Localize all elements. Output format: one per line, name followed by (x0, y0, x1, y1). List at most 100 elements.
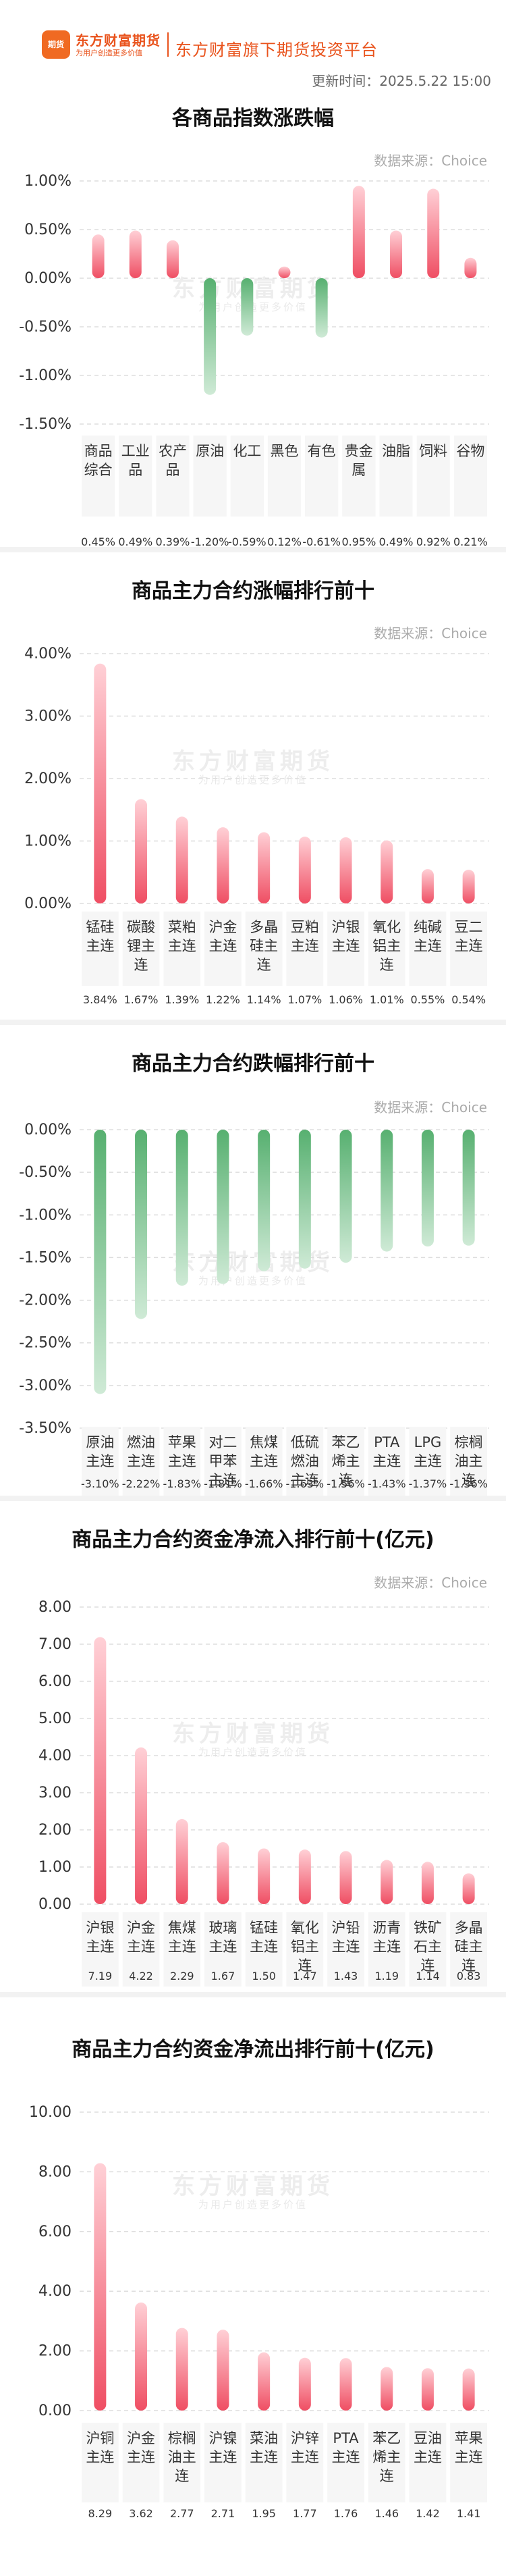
category-label: 农产品 (159, 443, 187, 478)
category-panel (230, 436, 264, 517)
category-label: 苯乙烯主连 (332, 1434, 360, 1488)
bar-原油 (204, 278, 217, 395)
value-label: 2.71 (211, 2507, 235, 2520)
category-panel (286, 912, 324, 986)
y-tick-label: 6.00 (38, 2224, 72, 2240)
bar-锰硅主连 (94, 663, 107, 903)
chart-5-title: 商品主力合约资金净流出排行前十(亿元) (72, 2038, 434, 2061)
bar-菜油主连 (258, 2352, 271, 2411)
category-label: 低硫燃油主连 (291, 1434, 319, 1488)
bar-LPG主连 (421, 1130, 434, 1247)
category-panel (409, 1427, 447, 1501)
bar-豆粕主连 (298, 837, 311, 903)
category-panel (286, 2423, 324, 2502)
bar-沪镍主连 (217, 2330, 229, 2411)
bar-碳酸锂主连 (135, 799, 148, 903)
category-panel (163, 1912, 201, 1987)
chart-4: 8.00 7.00 6.00 5.00 4.00 3.00 2.00 1.00 0.00 沪银主连… (38, 1599, 489, 1987)
category-panel (122, 912, 160, 986)
section-separator (0, 1496, 506, 1501)
category-label: 贵金属 (345, 443, 373, 478)
value-label: 1.46 (374, 2507, 399, 2520)
category-label: 菜油主连 (250, 2430, 278, 2465)
bar-苯乙烯主连 (339, 1130, 352, 1263)
value-label: 1.67 (211, 1970, 235, 1982)
bar-有色 (315, 278, 328, 338)
watermark-logo: 东方财富期货 (172, 1720, 334, 1747)
value-label: 1.67% (124, 993, 159, 1006)
category-label: 有色 (308, 443, 336, 459)
category-label: 沪金主连 (127, 2430, 155, 2465)
bar-贵金属 (352, 186, 365, 278)
logo-badge: 期货 (42, 30, 70, 59)
category-panel (122, 2423, 160, 2502)
bar-棕榈油主连 (462, 1130, 475, 1246)
value-label: -0.59% (228, 535, 266, 548)
category-panel (327, 2423, 364, 2502)
category-label: 玻璃主连 (208, 1920, 237, 1955)
category-label: 碳酸锂主连 (127, 919, 155, 973)
bar-沪锌主连 (298, 2357, 311, 2411)
category-panel (409, 1912, 447, 1987)
value-label: 1.14% (247, 993, 281, 1006)
category-panel (156, 436, 190, 517)
bar-氧化铝主连 (381, 840, 393, 903)
category-panel (163, 912, 201, 986)
value-label: -1.83% (163, 1477, 201, 1490)
y-tick-label: -2.50% (19, 1335, 72, 1352)
y-tick-label: 8.00 (38, 2163, 72, 2180)
bar-油脂 (390, 230, 403, 278)
section-separator (0, 1992, 506, 1997)
value-label: 1.06% (329, 993, 363, 1006)
category-panel (450, 2423, 487, 2502)
category-panel (409, 912, 447, 986)
category-label: PTA 主连 (372, 1434, 401, 1469)
chart-2: 4.00% 3.00% 2.00% 1.00% 0.00% 锰硅主连 3.84% 碳酸锂主连 1… (24, 646, 489, 1006)
value-label: 0.49% (118, 535, 152, 548)
bar-沪铅主连 (339, 1851, 352, 1904)
category-label: 锰硅主连 (250, 1920, 278, 1955)
y-tick-label: 0.00 (38, 2402, 72, 2419)
y-tick-label: -1.00% (19, 1207, 72, 1224)
value-label: -1.81% (204, 1477, 242, 1490)
y-tick-label: -2.00% (19, 1292, 72, 1309)
value-label: 1.07% (287, 993, 322, 1006)
y-tick-label: 0.00% (24, 895, 72, 912)
chart-3-source: 数据来源：Choice (374, 1099, 487, 1115)
y-tick-label: -0.50% (19, 319, 72, 336)
bar-PTA主连 (381, 1130, 393, 1252)
category-label: 多晶硅主连 (250, 919, 278, 973)
value-label: 1.22% (206, 993, 240, 1006)
value-label: 0.92% (416, 535, 451, 548)
category-panel (119, 436, 152, 517)
category-label: 沪银主连 (86, 1920, 114, 1955)
y-tick-label: -1.50% (19, 416, 72, 433)
bar-苯乙烯主连 (381, 2367, 393, 2411)
watermark-logo: 东方财富期货 (172, 748, 334, 775)
value-label: 0.54% (451, 993, 486, 1006)
category-label: 沪铅主连 (332, 1920, 360, 1955)
category-label: 棕榈油主连 (168, 2430, 196, 2484)
category-panel (82, 436, 115, 517)
category-panel (286, 1427, 324, 1501)
bar-沪银主连 (94, 1637, 107, 1904)
bar-沥青主连 (381, 1860, 393, 1904)
category-panel (82, 1912, 119, 1987)
value-label: 1.39% (165, 993, 199, 1006)
section-separator (0, 547, 506, 552)
category-panel (368, 1427, 405, 1501)
category-panel (368, 912, 405, 986)
category-label: 菜粕主连 (168, 919, 196, 954)
category-panel (82, 912, 119, 986)
value-label: -2.22% (122, 1477, 161, 1490)
bar-豆油主连 (421, 2368, 434, 2411)
category-label: PTA 主连 (332, 2430, 360, 2465)
category-label: 氧化铝主连 (291, 1920, 319, 1974)
y-tick-label: -3.50% (19, 1420, 72, 1437)
y-tick-label: 0.00 (38, 1896, 72, 1913)
bar-锰硅主连 (258, 1848, 271, 1904)
category-panel (163, 2423, 201, 2502)
y-tick-label: -3.00% (19, 1377, 72, 1394)
category-panel (122, 1912, 160, 1987)
category-panel (245, 1912, 283, 1987)
